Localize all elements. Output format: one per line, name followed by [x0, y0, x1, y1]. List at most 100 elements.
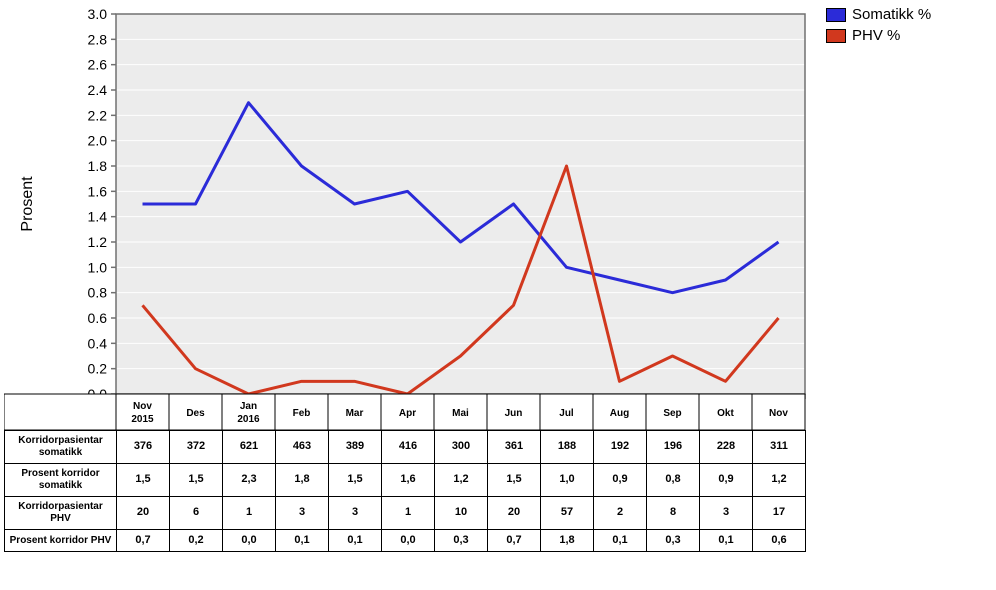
table-cell: 1,2 [435, 464, 488, 497]
table-cell: 0,9 [700, 464, 753, 497]
table-cell: 1 [223, 497, 276, 530]
table-cell: 0,3 [647, 530, 700, 552]
svg-text:2.2: 2.2 [88, 107, 108, 123]
svg-text:2015: 2015 [131, 414, 154, 425]
row-header: Korridorpasientar somatikk [5, 431, 117, 464]
table-cell: 20 [488, 497, 541, 530]
svg-text:0.2: 0.2 [88, 361, 108, 377]
svg-text:Nov: Nov [769, 408, 788, 419]
table-cell: 361 [488, 431, 541, 464]
legend-swatch [826, 8, 846, 22]
table-cell: 10 [435, 497, 488, 530]
svg-text:Des: Des [186, 408, 205, 419]
table-cell: 389 [329, 431, 382, 464]
table-cell: 0,3 [435, 530, 488, 552]
table-cell: 1,8 [541, 530, 594, 552]
table-cell: 1 [382, 497, 435, 530]
table-cell: 1,2 [753, 464, 806, 497]
table-cell: 0,1 [700, 530, 753, 552]
table-cell: 3 [700, 497, 753, 530]
table-cell: 228 [700, 431, 753, 464]
table-cell: 3 [329, 497, 382, 530]
table-cell: 311 [753, 431, 806, 464]
svg-text:2.8: 2.8 [88, 31, 108, 47]
table-cell: 0,0 [382, 530, 435, 552]
row-header: Prosent korridor somatikk [5, 464, 117, 497]
svg-text:Jul: Jul [559, 408, 574, 419]
table-cell: 1,5 [488, 464, 541, 497]
legend-item: Somatikk % [826, 6, 931, 23]
table-cell: 0,2 [170, 530, 223, 552]
table-cell: 0,7 [117, 530, 170, 552]
svg-text:1.8: 1.8 [88, 158, 108, 174]
table-cell: 2,3 [223, 464, 276, 497]
svg-text:0.6: 0.6 [88, 310, 108, 326]
table-cell: 57 [541, 497, 594, 530]
table-cell: 1,5 [170, 464, 223, 497]
svg-text:2.4: 2.4 [88, 82, 108, 98]
svg-text:Aug: Aug [610, 408, 629, 419]
table-cell: 0,9 [594, 464, 647, 497]
svg-text:1.2: 1.2 [88, 234, 108, 250]
table-cell: 2 [594, 497, 647, 530]
table-cell: 6 [170, 497, 223, 530]
y-axis-label: Prosent [19, 176, 36, 232]
table-cell: 416 [382, 431, 435, 464]
table-cell: 17 [753, 497, 806, 530]
svg-text:2.6: 2.6 [88, 57, 108, 73]
table-cell: 0,7 [488, 530, 541, 552]
svg-text:0.4: 0.4 [88, 335, 108, 351]
svg-text:Sep: Sep [663, 408, 681, 419]
table-cell: 0,6 [753, 530, 806, 552]
table-cell: 192 [594, 431, 647, 464]
table-cell: 188 [541, 431, 594, 464]
legend-swatch [826, 29, 846, 43]
svg-text:Jan: Jan [240, 401, 257, 412]
svg-text:Nov: Nov [133, 401, 152, 412]
table-cell: 372 [170, 431, 223, 464]
svg-text:Feb: Feb [293, 408, 311, 419]
svg-text:Okt: Okt [717, 408, 734, 419]
svg-text:2016: 2016 [237, 414, 260, 425]
table-row: Prosent korridor PHV0,70,20,00,10,10,00,… [5, 530, 806, 552]
table-cell: 0,1 [329, 530, 382, 552]
table-cell: 1,0 [541, 464, 594, 497]
table-cell: 1,5 [117, 464, 170, 497]
legend-label: Somatikk % [852, 6, 931, 23]
table-cell: 3 [276, 497, 329, 530]
table-row: Korridorpasientar somatikk37637262146338… [5, 431, 806, 464]
table-cell: 1,5 [329, 464, 382, 497]
svg-text:2.0: 2.0 [88, 133, 108, 149]
svg-text:Apr: Apr [399, 408, 416, 419]
legend-item: PHV % [826, 27, 931, 44]
table-cell: 0,1 [594, 530, 647, 552]
svg-text:Mai: Mai [452, 408, 469, 419]
svg-text:Jun: Jun [505, 408, 523, 419]
table-row: Korridorpasientar PHV206133110205728317 [5, 497, 806, 530]
svg-text:1.4: 1.4 [88, 209, 108, 225]
table-cell: 621 [223, 431, 276, 464]
line-chart: 0.00.20.40.60.81.01.21.41.61.82.02.22.42… [4, 4, 806, 430]
table-row: Prosent korridor somatikk1,51,52,31,81,5… [5, 464, 806, 497]
table-cell: 8 [647, 497, 700, 530]
table-cell: 300 [435, 431, 488, 464]
legend: Somatikk % PHV % [806, 4, 931, 48]
svg-text:1.6: 1.6 [88, 183, 108, 199]
row-header: Korridorpasientar PHV [5, 497, 117, 530]
svg-text:Mar: Mar [346, 408, 364, 419]
svg-text:3.0: 3.0 [88, 6, 108, 22]
data-table: Korridorpasientar somatikk37637262146338… [4, 430, 806, 552]
svg-text:0.8: 0.8 [88, 285, 108, 301]
table-cell: 0,1 [276, 530, 329, 552]
table-cell: 1,8 [276, 464, 329, 497]
legend-label: PHV % [852, 27, 900, 44]
table-cell: 196 [647, 431, 700, 464]
row-header: Prosent korridor PHV [5, 530, 117, 552]
table-cell: 0,8 [647, 464, 700, 497]
table-cell: 0,0 [223, 530, 276, 552]
table-cell: 1,6 [382, 464, 435, 497]
table-cell: 376 [117, 431, 170, 464]
table-cell: 463 [276, 431, 329, 464]
table-cell: 20 [117, 497, 170, 530]
svg-text:1.0: 1.0 [88, 259, 108, 275]
